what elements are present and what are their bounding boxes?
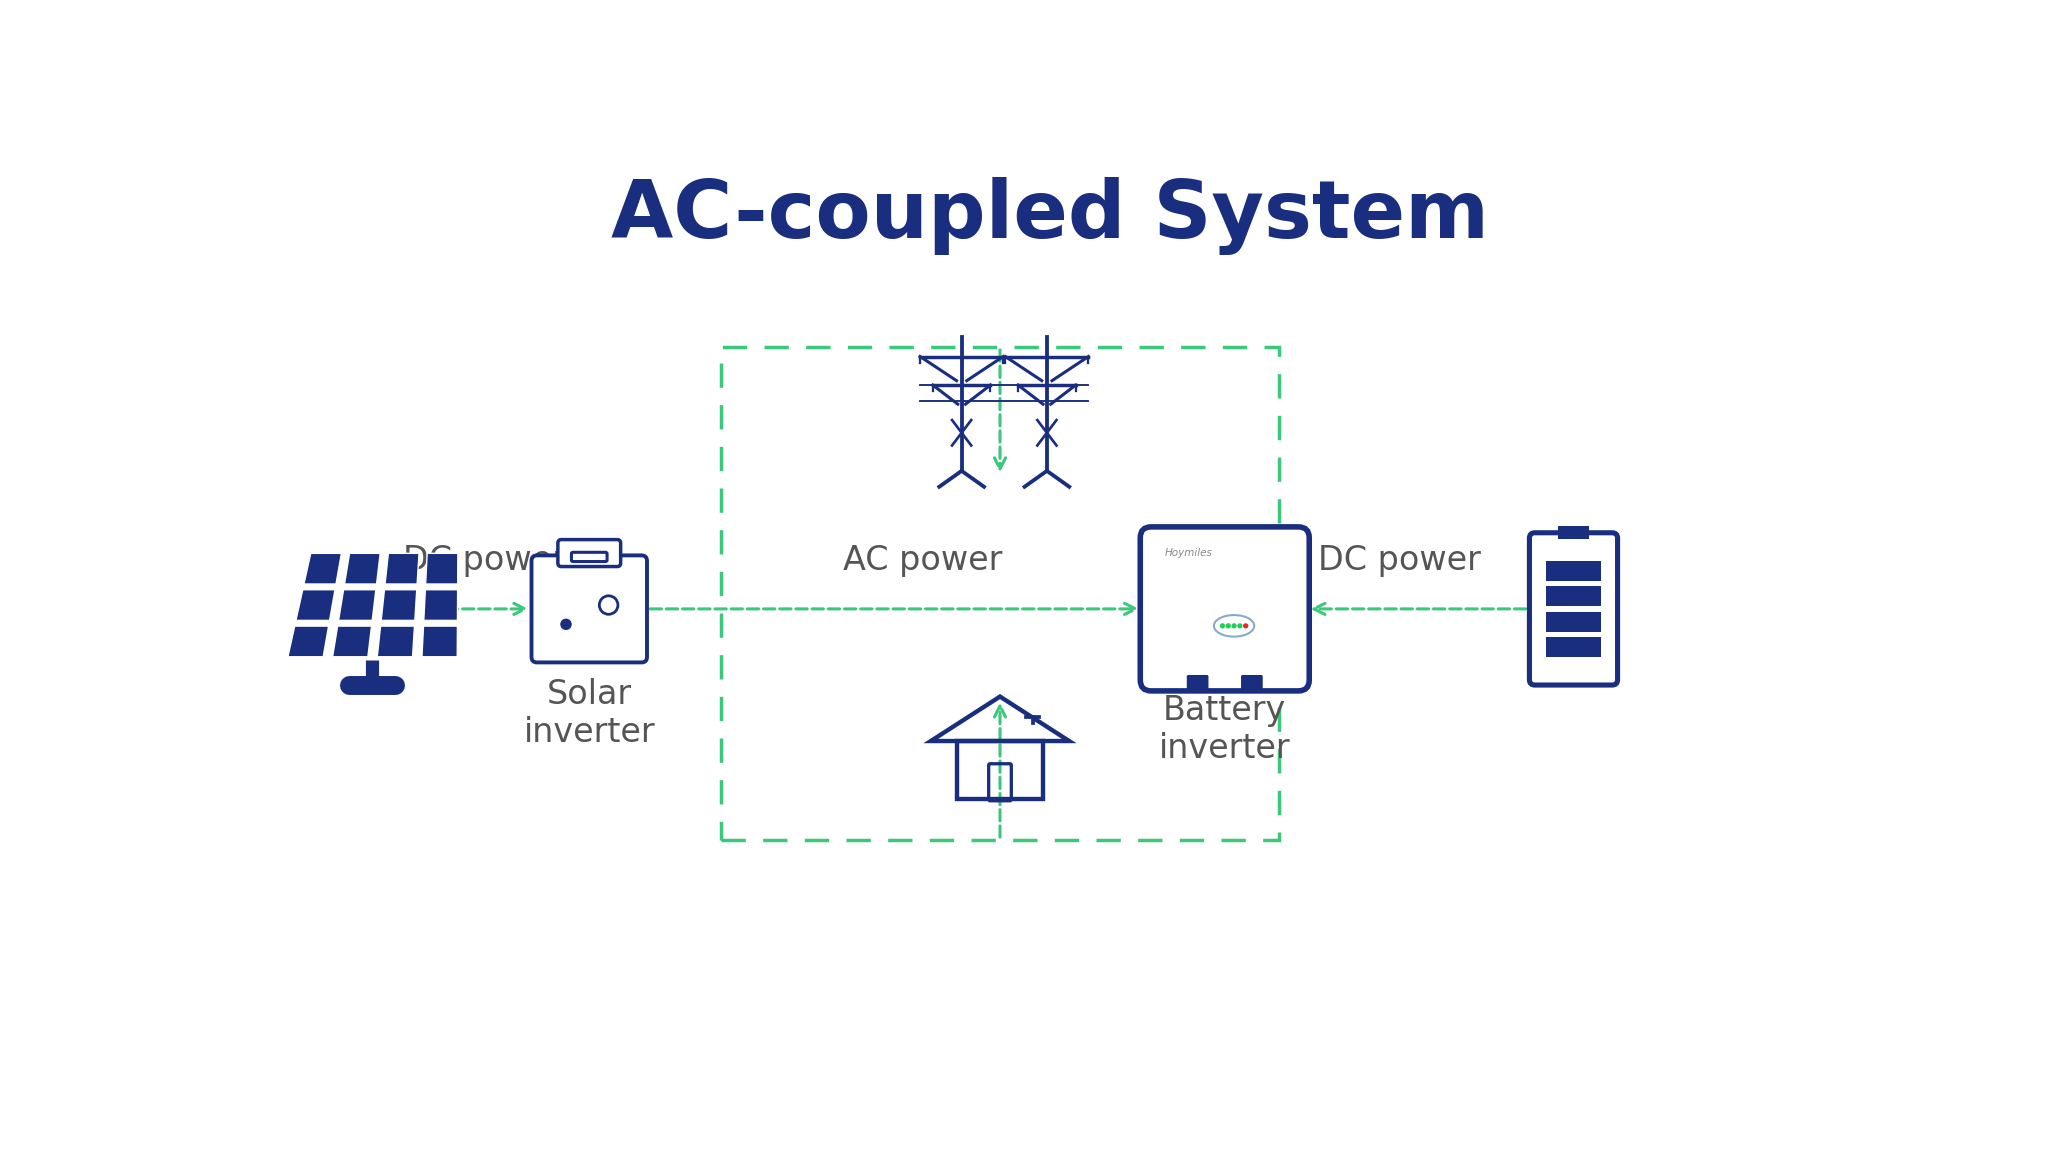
Text: DC power: DC power [403, 544, 565, 577]
Polygon shape [426, 553, 459, 583]
Text: Battery
inverter: Battery inverter [1159, 694, 1290, 764]
Bar [1559, 525, 1589, 539]
FancyBboxPatch shape [557, 539, 621, 566]
Polygon shape [344, 553, 381, 583]
Circle shape [1221, 624, 1225, 628]
FancyBboxPatch shape [532, 556, 647, 662]
Bar [1546, 586, 1602, 607]
Polygon shape [385, 553, 420, 583]
Polygon shape [303, 553, 342, 583]
Ellipse shape [1214, 615, 1253, 637]
Bar [956, 741, 1042, 799]
Text: AC power: AC power [844, 544, 1001, 577]
Bar [565, 549, 612, 563]
Polygon shape [424, 589, 457, 621]
Polygon shape [289, 626, 328, 657]
FancyBboxPatch shape [1530, 532, 1618, 686]
Bar [1546, 637, 1602, 658]
Circle shape [1237, 624, 1241, 628]
FancyBboxPatch shape [1141, 527, 1309, 691]
Polygon shape [381, 589, 416, 621]
Text: Solar
inverter: Solar inverter [524, 679, 655, 749]
Circle shape [1243, 624, 1247, 628]
FancyBboxPatch shape [1186, 675, 1208, 693]
Polygon shape [422, 626, 457, 657]
Text: Hoymiles: Hoymiles [1165, 549, 1212, 558]
Bar [1546, 611, 1602, 632]
Circle shape [1227, 624, 1231, 628]
Polygon shape [332, 626, 371, 657]
Text: DC power: DC power [1317, 544, 1481, 577]
Bar [721, 347, 1280, 840]
Circle shape [600, 596, 618, 615]
FancyBboxPatch shape [571, 552, 606, 561]
Polygon shape [297, 589, 336, 621]
Circle shape [1233, 624, 1237, 628]
Text: AC-coupled System: AC-coupled System [610, 177, 1489, 255]
Polygon shape [377, 626, 414, 657]
Bar [1546, 560, 1602, 581]
FancyBboxPatch shape [1241, 675, 1264, 693]
Polygon shape [338, 589, 377, 621]
Circle shape [561, 619, 571, 630]
